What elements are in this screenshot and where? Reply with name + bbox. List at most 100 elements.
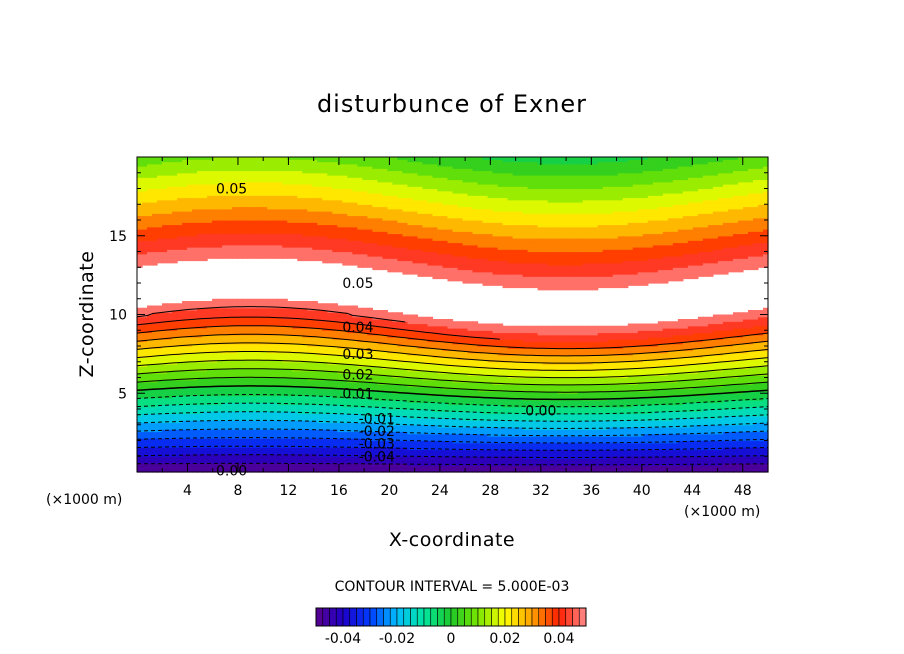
contour-fill-cell — [147, 420, 153, 424]
contour-fill-cell — [162, 366, 168, 370]
contour-fill-cell — [147, 202, 153, 205]
contour-fill-cell — [167, 359, 173, 363]
contour-fill-cell — [172, 391, 178, 394]
contour-fill-cell — [167, 231, 173, 235]
contour-fill-cell — [152, 458, 158, 462]
contour-fill-cell — [137, 445, 143, 448]
contour-fill-cell — [152, 350, 158, 354]
contour-fill-cell — [162, 172, 168, 176]
contour-fill-cell — [162, 418, 168, 421]
contour-fill-cell — [152, 215, 158, 219]
contour-fill-cell — [167, 415, 173, 419]
contour-fill-cell — [152, 395, 158, 399]
contour-fill-cell — [167, 424, 173, 428]
contour-fill-cell — [167, 348, 173, 352]
contour-fill-cell — [152, 456, 158, 460]
contour-fill-cell — [167, 411, 173, 415]
contour-fill-cell — [152, 258, 158, 262]
contour-fill-cell — [167, 206, 173, 210]
contour-fill-cell — [167, 395, 173, 399]
contour-fill-cell — [137, 159, 143, 163]
contour-fill-cell — [157, 447, 163, 451]
contour-fill-cell — [162, 465, 168, 469]
contour-fill-cell — [147, 332, 153, 336]
contour-fill-cell — [142, 377, 148, 381]
contour-fill-cell — [147, 195, 153, 199]
contour-fill-cell — [162, 424, 168, 428]
contour-fill-cell — [152, 188, 158, 192]
contour-fill-cell — [142, 330, 148, 334]
contour-fill-cell — [137, 166, 143, 169]
contour-fill-cell — [137, 463, 143, 466]
contour-fill-cell — [147, 325, 153, 329]
contour-fill-cell — [167, 199, 173, 203]
contour-fill-cell — [137, 170, 143, 174]
contour-fill-cell — [142, 256, 148, 259]
contour-fill-cell — [142, 177, 148, 181]
contour-fill-cell — [167, 163, 173, 167]
contour-fill-cell — [142, 258, 148, 262]
contour-fill-cell — [172, 357, 178, 361]
contour-fill-cell — [152, 334, 158, 338]
contour-fill-cell — [142, 316, 148, 320]
contour-fill-cell — [142, 440, 148, 444]
contour-fill-cell — [157, 332, 163, 336]
contour-fill-cell — [167, 251, 173, 255]
contour-fill-cell — [142, 375, 148, 379]
contour-fill-cell — [157, 384, 163, 388]
contour-fill-cell — [142, 469, 148, 473]
contour-fill-cell — [142, 170, 148, 174]
contour-fill-cell — [147, 328, 153, 331]
contour-fill-cell — [147, 172, 153, 176]
contour-fill-cell — [147, 242, 153, 246]
contour-fill-cell — [147, 321, 153, 325]
contour-fill-cell — [137, 310, 143, 313]
contour-fill-cell — [137, 262, 143, 266]
contour-fill-cell — [137, 202, 143, 205]
contour-fill-cell — [167, 427, 173, 430]
contour-fill-cell — [152, 251, 158, 255]
contour-fill-cell — [152, 206, 158, 210]
contour-fill-cell — [157, 312, 163, 316]
contour-fill-cell — [142, 359, 148, 363]
contour-fill-cell — [137, 352, 143, 356]
contour-fill-cell — [137, 157, 143, 160]
contour-fill-cell — [167, 346, 173, 349]
contour-fill-cell — [147, 213, 153, 217]
contour-fill-cell — [157, 206, 163, 210]
contour-fill-cell — [162, 166, 168, 169]
contour-fill-cell — [157, 402, 163, 406]
contour-fill-cell — [167, 204, 173, 208]
contour-fill-cell — [167, 402, 173, 406]
contour-fill-cell — [147, 402, 153, 406]
contour-fill-cell — [167, 377, 173, 381]
contour-fill-cell — [157, 253, 163, 257]
contour-fill-cell — [152, 343, 158, 347]
contour-fill-cell — [167, 413, 173, 417]
contour-fill-cell — [147, 440, 153, 444]
contour-fill-cell — [142, 157, 148, 160]
contour-fill-cell — [172, 411, 178, 415]
contour-fill-cell — [137, 433, 143, 437]
contour-fill-cell — [152, 384, 158, 388]
contour-fill-cell — [142, 208, 148, 212]
contour-fill-cell — [162, 330, 168, 334]
contour-fill-cell — [137, 206, 143, 210]
contour-fill-cell — [247, 298, 253, 302]
contour-fill-cell — [167, 445, 173, 448]
contour-fill-cell — [152, 305, 158, 309]
contour-fill-cell — [152, 231, 158, 235]
contour-fill-cell — [157, 260, 163, 264]
contour-fill-cell — [212, 298, 218, 302]
contour-fill-cell — [142, 211, 148, 214]
contour-fill-cell — [157, 186, 163, 190]
contour-fill-cell — [162, 163, 168, 167]
contour-fill-cell — [147, 305, 153, 309]
contour-fill-cell — [147, 377, 153, 381]
contour-fill-cell — [167, 350, 173, 354]
contour-fill-cell — [137, 386, 143, 390]
contour-fill-cell — [167, 181, 173, 185]
contour-fill-cell — [137, 449, 143, 453]
contour-fill-cell — [162, 323, 168, 327]
contour-fill-cell — [157, 193, 163, 196]
